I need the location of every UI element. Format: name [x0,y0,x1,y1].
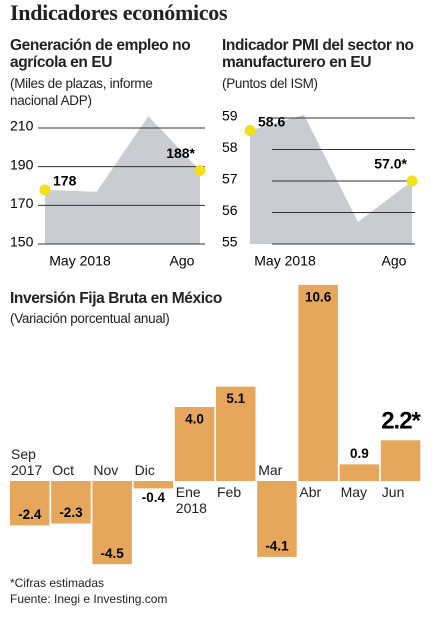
y-tick-label: 59 [222,108,238,124]
area [45,116,200,244]
bar [174,407,215,481]
footnote: *Cifras estimadas [10,576,105,590]
value-label: 178 [53,173,77,189]
value-label: 0.9 [350,446,369,461]
bar [51,481,91,524]
y-tick-label: 56 [222,202,238,218]
x-tick-label: Mar [258,462,283,478]
x-tick-label: Ene 2018 [175,484,207,516]
bar [92,481,132,565]
value-label: -0.4 [142,490,166,505]
y-tick-label: 55 [222,234,238,250]
main-title: Indicadores económicos [10,0,228,25]
value-label: -4.5 [101,546,125,561]
chart-title: Generación de empleo no agrícola en EU [10,37,191,71]
x-tick-label: Ago [382,253,407,269]
value-label: 57.0* [374,156,407,172]
area [250,114,412,244]
x-tick-label: Dic [134,462,155,478]
value-label: 10.6 [305,289,332,304]
value-label: 5.1 [226,391,245,406]
x-tick-label: Ago [170,253,195,269]
x-tick-label: May 2018 [254,253,316,269]
y-tick-label: 170 [10,195,34,211]
y-tick-label: 57 [222,171,238,187]
source: Fuente: Inegi e Investing.com [10,592,168,606]
x-tick-label: Nov [93,462,119,478]
bar [380,440,421,481]
x-tick-label: Oct [52,462,74,478]
marker [39,184,51,196]
chart-subtitle: (Miles de plazas, informe nacional ADP) [10,76,153,108]
x-tick-label: Abr [299,484,322,500]
bar [298,284,338,481]
chart-title: Indicador PMI del sector no manufacturer… [222,37,414,71]
value-label: 2.2* [381,408,421,435]
y-tick-label: 150 [10,234,34,250]
value-label: -4.1 [265,538,289,553]
y-tick-label: 210 [10,118,34,134]
value-label: -2.3 [59,505,83,520]
bar [257,481,297,557]
chart-subtitle: (Puntos del ISM) [222,76,318,91]
x-tick-label: Feb [217,484,242,500]
x-tick-label: May [340,484,368,500]
bar [216,386,256,481]
y-tick-label: 190 [10,156,34,172]
marker [194,165,206,177]
x-tick-label: May 2018 [49,253,111,269]
bar [10,481,50,526]
value-label: -2.4 [18,507,42,522]
bar [339,464,380,481]
value-label: 58.6 [258,113,285,129]
marker [244,125,256,137]
x-tick-label: Jun [381,484,405,500]
value-label: 188* [166,145,195,161]
marker [406,175,418,187]
chart-subtitle: (Variación porcentual anual) [10,311,170,326]
value-label: 4.0 [185,412,204,427]
y-tick-label: 58 [222,139,238,155]
bar [133,481,174,489]
x-tick-label: Sep 2017 [11,446,43,478]
chart-title: Inversión Fija Bruta en México [10,290,222,307]
